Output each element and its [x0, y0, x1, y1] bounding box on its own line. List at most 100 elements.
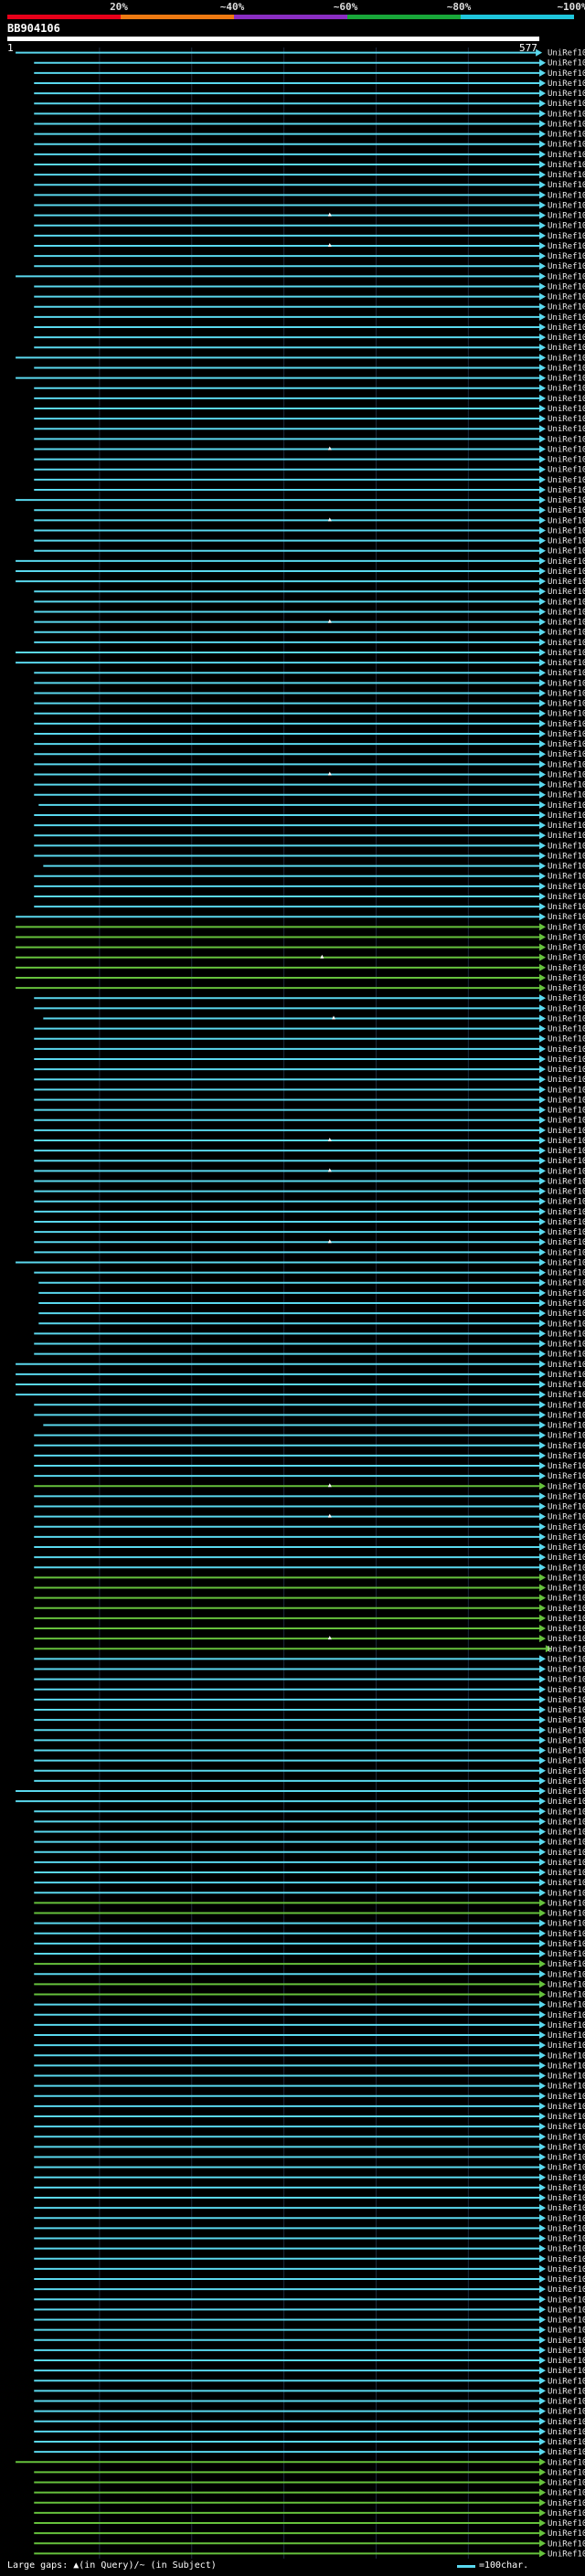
hit-arrowhead — [539, 770, 547, 779]
hit-arrowhead — [539, 709, 547, 717]
hit-arrowhead — [539, 1502, 547, 1511]
hit-label: UniRef100_B0FYC6 — [548, 1818, 585, 1827]
hit-arrowhead — [539, 2387, 547, 2395]
hit-label: UniRef100_A0A237 — [548, 639, 585, 648]
hit-arrowhead — [539, 2448, 547, 2456]
hit-arrowhead — [539, 1614, 547, 1622]
hit-arrowhead — [539, 302, 547, 311]
hit-label: UniRef100_Q9ZRJ9 — [548, 2133, 585, 2142]
hit-label: UniRef100_Q9XGL5 — [548, 537, 585, 546]
hit-label: UniRef100_Q9FFL1 — [548, 710, 585, 719]
hit-arrowhead — [539, 2010, 547, 2019]
hit-arrowhead — [539, 1268, 547, 1277]
hit-arrowhead — [539, 842, 547, 850]
hit-label: UniRef100_B2MT12 — [548, 2041, 585, 2051]
hit-label: UniRef100_Q9LR22 — [548, 2204, 585, 2213]
footer-scale-note: =100char. — [457, 2560, 528, 2571]
hit-label: UniRef100_Q5N1M7 — [548, 984, 585, 993]
hit-label: UniRef100_Q9LEL7 — [548, 1859, 585, 1868]
hit-label: UniRef100_Q59VU0 — [548, 2164, 585, 2173]
hit-label: UniRef100_Q9ZMP3 — [548, 659, 585, 668]
hit-arrowhead — [539, 1014, 547, 1023]
hit-arrowhead — [539, 1655, 547, 1663]
hit-label: UniRef100_Q5NDX3 — [548, 791, 585, 800]
hit-label: UniRef100_Q43601 — [548, 2549, 585, 2559]
hit-arrowhead — [539, 465, 547, 473]
hit-label: UniRef100_Q49170 — [548, 466, 585, 475]
hit-label: UniRef100_A4ZY06 — [548, 375, 585, 384]
hit-arrowhead — [539, 354, 547, 362]
hit-arrowhead — [539, 445, 547, 453]
hit-label: UniRef100_A5Y8L8 — [548, 120, 585, 129]
identity-legend-label: ~100% — [557, 1, 585, 13]
hit-arrowhead — [539, 191, 547, 199]
query-gap-marker — [327, 1168, 332, 1172]
hit-label: UniRef100_P07920 — [548, 1442, 585, 1451]
hit-arrowhead — [539, 1441, 547, 1449]
hit-arrowhead — [539, 2102, 547, 2110]
hit-label: UniRef100_Q9AV5L — [548, 2408, 585, 2417]
hit-arrowhead — [539, 1807, 547, 1816]
hit-arrowhead — [539, 2508, 547, 2517]
hit-label: UniRef100_Q40276 — [548, 1462, 585, 1471]
hit-arrowhead — [539, 1604, 547, 1612]
hit-label: UniRef100_Q2KTE5 — [548, 1361, 585, 1370]
hit-label: UniRef100_A1INL5 — [548, 90, 585, 99]
hit-label: UniRef100_Q39096 — [548, 730, 585, 739]
hit-arrowhead — [539, 2539, 547, 2548]
hit-arrowhead — [539, 69, 547, 77]
hit-arrowhead — [539, 2204, 547, 2212]
hit-arrowhead — [539, 516, 547, 525]
hit-label: UniRef100_Q49569 — [548, 608, 585, 617]
hit-label: UniRef100_Q9FZN6 — [548, 1666, 585, 1675]
hit-arrowhead — [539, 292, 547, 301]
hit-arrowhead — [539, 963, 547, 971]
hit-label: UniRef100_Q9ZRC9 — [548, 944, 585, 953]
hit-arrowhead — [539, 1716, 547, 1724]
hit-arrowhead — [539, 1451, 547, 1459]
hit-label: UniRef100_Q7XBE5 — [548, 1767, 585, 1776]
hit-arrowhead — [539, 2306, 547, 2314]
hit-label: UniRef100_Q9E4E8 — [548, 1422, 585, 1431]
hit-label: UniRef100_A7U9X2 — [548, 1330, 585, 1339]
hit-label: UniRef100_Q6T8F5 — [548, 1045, 585, 1055]
hit-label: UniRef100_Q40VV0 — [548, 1777, 585, 1786]
hit-label: UniRef100_Q43405 — [548, 2154, 585, 2163]
hit-arrowhead — [539, 2092, 547, 2100]
hit-label: UniRef100_C6TM90 — [548, 1869, 585, 1878]
hit-arrowhead — [539, 1564, 547, 1572]
hit-label: UniRef100_Q39540 — [548, 770, 585, 779]
hit-arrowhead — [536, 48, 543, 57]
hit-label: UniRef100_P31237 — [548, 649, 585, 658]
hit-label: UniRef100_Q8PK28 — [548, 1910, 585, 1919]
identity-legend-label: 20% — [110, 1, 128, 13]
hit-label: UniRef100_A1E289 — [548, 679, 585, 688]
hit-arrowhead — [539, 2367, 547, 2375]
hit-arrowhead — [539, 323, 547, 331]
hit-arrowhead — [539, 2417, 547, 2425]
hit-label: UniRef100_A8WBX5 — [548, 486, 585, 495]
hit-arrowhead — [539, 648, 547, 656]
hit-label: UniRef100_Q9AU76 — [548, 1411, 585, 1420]
hit-label: UniRef100_Q9XER6 — [548, 1980, 585, 1989]
hit-arrowhead — [539, 1472, 547, 1480]
hit-arrowhead — [539, 2438, 547, 2446]
hit-label: UniRef100_P93274 — [548, 2377, 585, 2386]
hit-label: UniRef100_Q0G87B — [548, 1208, 585, 1217]
hit-label: UniRef100_Q43590 — [548, 873, 585, 882]
identity-legend-segment — [121, 15, 234, 19]
hit-label: UniRef100_Q2V3J4 — [548, 69, 585, 79]
hit-arrowhead — [539, 2031, 547, 2040]
hit-arrowhead — [539, 1024, 547, 1033]
hit-label: UniRef100_C7E2X8 — [548, 832, 585, 841]
hit-arrowhead — [539, 394, 547, 402]
hit-label: UniRef100_A0JBY7 — [548, 1829, 585, 1838]
hit-label: UniRef100_B0FL90 — [548, 1879, 585, 1888]
hit-label: UniRef100_A9N9H8 — [548, 1320, 585, 1329]
identity-legend-segment — [461, 15, 574, 19]
hit-label: UniRef100_A7QKE0 — [548, 222, 585, 231]
hit-label: UniRef100_B9H2H4 — [548, 557, 585, 567]
hit-label: UniRef100_Q70Y38 — [548, 1147, 585, 1156]
hit-arrowhead — [539, 171, 547, 179]
scale-label: =100char. — [479, 2560, 529, 2571]
